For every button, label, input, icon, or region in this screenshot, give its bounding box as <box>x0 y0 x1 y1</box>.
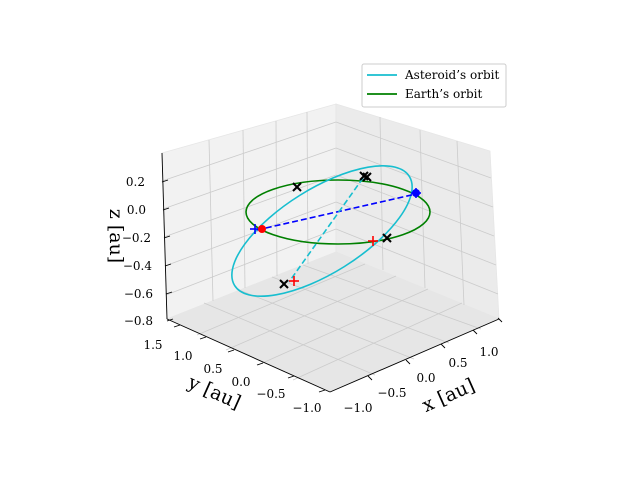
z-tick-mark <box>164 263 172 267</box>
grid-line <box>335 228 499 295</box>
grid-line <box>165 228 337 296</box>
x-tick-label: −0.5 <box>377 386 406 400</box>
red-dot-marker <box>258 225 266 233</box>
x-tick-mark <box>472 329 478 335</box>
z-tick-mark <box>161 179 169 183</box>
black-x-marker <box>382 233 392 243</box>
grid-line <box>257 288 429 366</box>
z-axis-label: z [au] <box>105 209 127 263</box>
axis-ticks <box>161 179 503 393</box>
red-plus-marker <box>289 276 299 286</box>
z-tick-label: 0.2 <box>126 175 145 189</box>
asteroid-dashed-segment <box>288 177 364 283</box>
orbits <box>231 165 431 297</box>
x-tick-mark <box>497 317 503 323</box>
grid-line <box>379 116 384 271</box>
grid-line <box>203 302 376 376</box>
x-tick-mark <box>440 343 446 349</box>
grid-line <box>275 120 278 277</box>
y-tick-mark <box>318 389 326 393</box>
legend: Asteroid’s orbit Earth’s orbit <box>361 63 507 108</box>
grid-line <box>292 302 463 381</box>
z-tick-label: −0.2 <box>122 231 151 245</box>
z-tick-mark <box>165 291 173 295</box>
grid-lines <box>161 111 499 381</box>
y-tick-label: 0.5 <box>203 362 222 376</box>
y-tick-label: 1.5 <box>143 338 162 352</box>
z-tick-label: 0.0 <box>127 203 146 217</box>
black-x-marker <box>292 182 302 192</box>
markers <box>250 171 421 289</box>
y-tick-mark <box>227 349 235 353</box>
axis-spines <box>161 152 500 393</box>
y-axis-line <box>166 318 331 393</box>
black-x-marker <box>362 172 372 182</box>
grid-line <box>302 264 482 330</box>
z-axis-line <box>161 152 168 320</box>
grid-line <box>238 289 415 360</box>
earth-orbit-line <box>245 179 431 245</box>
x-tick-label: 0.5 <box>448 356 467 370</box>
y-tick-mark <box>199 336 207 340</box>
y-tick-mark <box>173 324 181 328</box>
y-tick-mark <box>287 375 295 379</box>
z-tick-mark <box>166 318 174 322</box>
x-tick-label: 1.0 <box>479 345 498 359</box>
x-tick-label: −1.0 <box>343 401 372 415</box>
z-tick-mark <box>162 207 170 211</box>
grid-line <box>196 263 366 336</box>
grid-line <box>306 111 309 265</box>
asteroid-orbit-line <box>231 165 413 297</box>
grid-line <box>242 129 246 289</box>
black-x-marker <box>279 279 289 289</box>
grid-line <box>335 174 495 237</box>
grid-line <box>208 139 214 302</box>
z-tick-label: −0.8 <box>124 314 153 328</box>
grid-line <box>335 121 492 179</box>
z-tick-mark <box>163 235 171 239</box>
y-tick-label: 0.0 <box>231 375 250 389</box>
grid-line <box>335 147 494 208</box>
z-tick-label: −0.4 <box>123 259 153 273</box>
y-tick-label: −1.0 <box>292 401 321 415</box>
grid-line <box>164 201 337 267</box>
grid-line <box>225 275 397 351</box>
red-plus-marker <box>368 236 378 246</box>
x-tick-mark <box>367 375 373 381</box>
grid-line <box>335 201 497 266</box>
grid-line <box>419 129 426 289</box>
earth-dashed-segment <box>256 193 417 231</box>
grid-line <box>162 147 337 210</box>
tick-labels: −0.8 −0.6 −0.4 −0.2 0.0 0.2 −1.0 −0.5 0.… <box>122 175 499 415</box>
y-tick-label: −0.5 <box>256 387 285 401</box>
grid-line <box>161 121 337 182</box>
x-tick-label: 0.0 <box>416 371 435 385</box>
x-tick-mark <box>405 359 411 365</box>
blue-dot-marker <box>412 189 420 197</box>
y-tick-mark <box>256 362 264 366</box>
legend-earth-label: Earth’s orbit <box>405 87 482 101</box>
grid-line <box>163 174 337 238</box>
z-tick-label: −0.6 <box>124 287 153 301</box>
legend-box <box>361 63 507 108</box>
x-axis-line <box>329 318 500 393</box>
y-tick-label: 1.0 <box>173 349 192 363</box>
legend-asteroid-label: Asteroid’s orbit <box>404 68 499 82</box>
axis-panes <box>161 103 501 393</box>
